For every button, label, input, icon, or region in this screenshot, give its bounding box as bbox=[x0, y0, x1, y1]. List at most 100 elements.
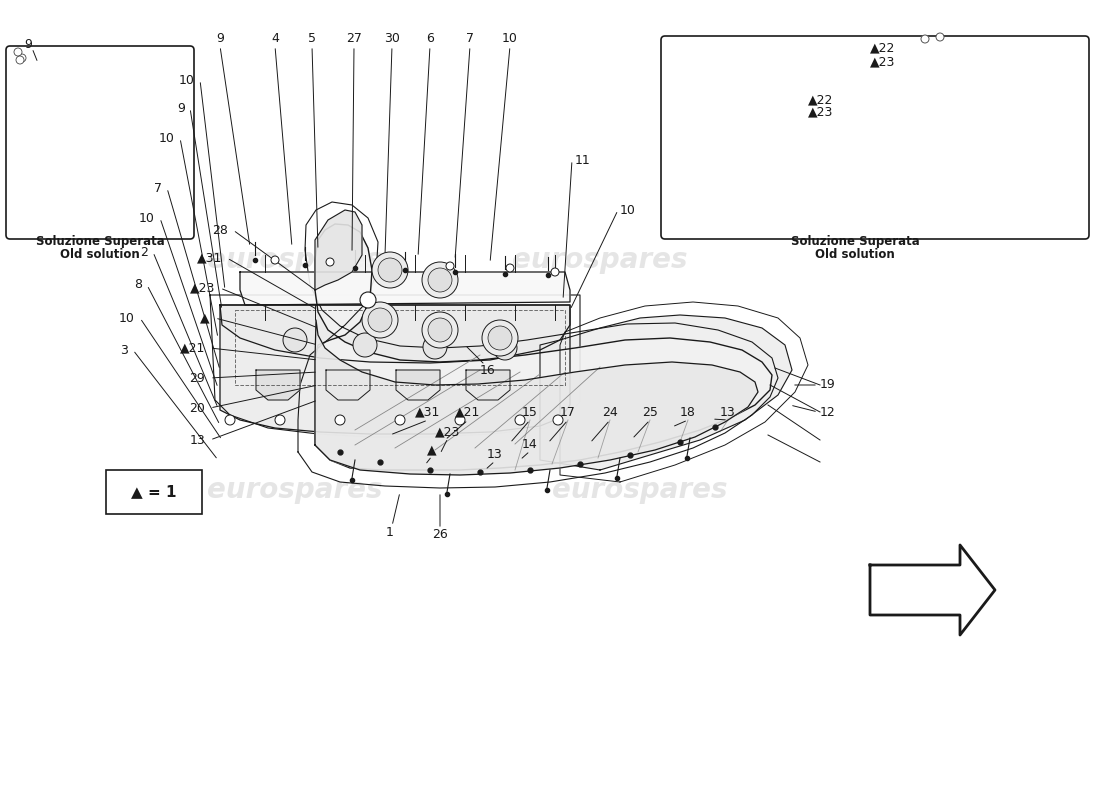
Circle shape bbox=[395, 415, 405, 425]
Circle shape bbox=[386, 260, 394, 268]
Circle shape bbox=[551, 268, 559, 276]
Circle shape bbox=[553, 415, 563, 425]
Polygon shape bbox=[220, 305, 570, 363]
Text: eurospares: eurospares bbox=[207, 476, 383, 504]
Text: Old solution: Old solution bbox=[60, 247, 140, 261]
Text: 27: 27 bbox=[346, 31, 362, 45]
Text: 10: 10 bbox=[502, 31, 518, 45]
Text: 6: 6 bbox=[426, 31, 433, 45]
Text: 4: 4 bbox=[271, 31, 279, 45]
Text: ▲22: ▲22 bbox=[870, 42, 895, 54]
Text: Old solution: Old solution bbox=[815, 247, 895, 261]
Circle shape bbox=[488, 326, 512, 350]
Text: 16: 16 bbox=[480, 363, 496, 377]
Text: ▲23: ▲23 bbox=[870, 55, 895, 69]
Text: eurospares: eurospares bbox=[552, 476, 728, 504]
Circle shape bbox=[446, 262, 454, 270]
Text: ▲31: ▲31 bbox=[197, 251, 222, 265]
Text: 3: 3 bbox=[120, 343, 128, 357]
Text: 9: 9 bbox=[177, 102, 185, 114]
Text: 10: 10 bbox=[620, 203, 636, 217]
Text: ▲21: ▲21 bbox=[455, 406, 481, 418]
Text: ▲ = 1: ▲ = 1 bbox=[131, 485, 177, 499]
Circle shape bbox=[422, 262, 458, 298]
Circle shape bbox=[283, 328, 307, 352]
Text: ▲22: ▲22 bbox=[808, 94, 834, 106]
Text: 28: 28 bbox=[212, 223, 228, 237]
Circle shape bbox=[921, 35, 929, 43]
Polygon shape bbox=[315, 224, 772, 470]
Text: 13: 13 bbox=[720, 406, 736, 418]
Circle shape bbox=[422, 312, 458, 348]
Circle shape bbox=[16, 56, 24, 64]
Text: 7: 7 bbox=[466, 31, 474, 45]
Circle shape bbox=[368, 308, 392, 332]
Polygon shape bbox=[220, 305, 570, 434]
Circle shape bbox=[226, 415, 235, 425]
Circle shape bbox=[378, 258, 402, 282]
Text: 13: 13 bbox=[189, 434, 205, 446]
Text: 19: 19 bbox=[820, 378, 836, 391]
Circle shape bbox=[515, 415, 525, 425]
Text: 5: 5 bbox=[308, 31, 316, 45]
Circle shape bbox=[275, 415, 285, 425]
Polygon shape bbox=[315, 320, 758, 475]
Polygon shape bbox=[396, 370, 440, 400]
Text: 1: 1 bbox=[386, 526, 394, 538]
Circle shape bbox=[271, 256, 279, 264]
Text: Soluzione Superata: Soluzione Superata bbox=[35, 235, 164, 249]
Circle shape bbox=[428, 318, 452, 342]
Circle shape bbox=[372, 252, 408, 288]
Text: 10: 10 bbox=[139, 211, 155, 225]
Polygon shape bbox=[466, 370, 510, 400]
Circle shape bbox=[428, 268, 452, 292]
Circle shape bbox=[424, 335, 447, 359]
Circle shape bbox=[493, 336, 517, 360]
Text: 8: 8 bbox=[134, 278, 142, 291]
FancyBboxPatch shape bbox=[106, 470, 202, 514]
Circle shape bbox=[362, 302, 398, 338]
Text: ▲23: ▲23 bbox=[189, 282, 214, 294]
Text: ▲23: ▲23 bbox=[436, 426, 461, 438]
Circle shape bbox=[936, 33, 944, 41]
Text: ▲31: ▲31 bbox=[416, 406, 441, 418]
Polygon shape bbox=[326, 370, 370, 400]
Text: 9: 9 bbox=[24, 38, 32, 51]
Circle shape bbox=[360, 292, 376, 308]
Text: 13: 13 bbox=[487, 449, 503, 462]
Circle shape bbox=[482, 320, 518, 356]
Text: 29: 29 bbox=[189, 371, 205, 385]
Text: 12: 12 bbox=[820, 406, 836, 418]
Text: 18: 18 bbox=[680, 406, 696, 418]
Circle shape bbox=[14, 48, 22, 56]
Circle shape bbox=[336, 415, 345, 425]
Text: ▲21: ▲21 bbox=[179, 342, 205, 354]
Text: eurospares: eurospares bbox=[207, 246, 383, 274]
Polygon shape bbox=[240, 272, 570, 305]
Text: 14: 14 bbox=[522, 438, 538, 451]
Circle shape bbox=[18, 54, 26, 62]
Text: 15: 15 bbox=[522, 406, 538, 418]
Text: ▲: ▲ bbox=[200, 311, 210, 325]
Text: eurospares: eurospares bbox=[513, 246, 688, 274]
FancyBboxPatch shape bbox=[661, 36, 1089, 239]
Text: 24: 24 bbox=[602, 406, 618, 418]
FancyBboxPatch shape bbox=[6, 46, 194, 239]
Text: ▲: ▲ bbox=[427, 443, 437, 457]
Text: 9: 9 bbox=[216, 31, 224, 45]
Polygon shape bbox=[315, 210, 362, 290]
Text: 10: 10 bbox=[179, 74, 195, 86]
Polygon shape bbox=[540, 315, 792, 470]
Circle shape bbox=[326, 258, 334, 266]
Text: 20: 20 bbox=[189, 402, 205, 414]
Text: 25: 25 bbox=[642, 406, 658, 418]
Text: 2: 2 bbox=[140, 246, 148, 258]
Text: 10: 10 bbox=[119, 311, 135, 325]
Text: Soluzione Superata: Soluzione Superata bbox=[791, 235, 920, 249]
Polygon shape bbox=[256, 370, 300, 400]
Text: 26: 26 bbox=[432, 529, 448, 542]
Text: 30: 30 bbox=[384, 31, 400, 45]
Text: ▲23: ▲23 bbox=[808, 106, 834, 118]
Circle shape bbox=[455, 415, 465, 425]
Circle shape bbox=[353, 333, 377, 357]
